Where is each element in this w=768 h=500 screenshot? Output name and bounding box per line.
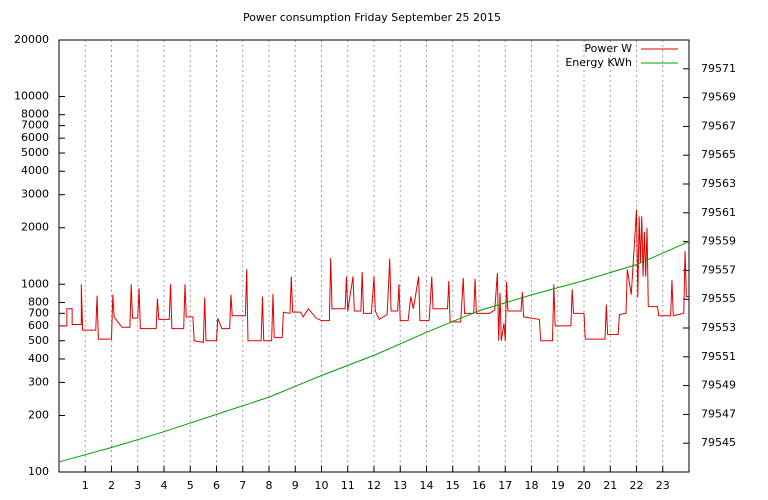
y-tick-label: 6000 — [21, 131, 49, 144]
x-tick-label: 9 — [292, 479, 299, 492]
y-tick-label: 100 — [28, 465, 49, 478]
y-tick-label: 300 — [28, 375, 49, 388]
y-tick-label: 20000 — [14, 33, 49, 46]
y-tick-label: 8000 — [21, 108, 49, 121]
x-tick-label: 12 — [367, 479, 381, 492]
x-tick-label: 14 — [420, 479, 434, 492]
y2-tick-label: 79563 — [701, 177, 736, 190]
x-tick-label: 16 — [472, 479, 486, 492]
x-tick-label: 1 — [82, 479, 89, 492]
y-tick-label: 2000 — [21, 221, 49, 234]
x-tick-label: 10 — [315, 479, 329, 492]
x-tick-label: 22 — [630, 479, 644, 492]
x-tick-label: 8 — [266, 479, 273, 492]
x-tick-label: 7 — [239, 479, 246, 492]
y2-tick-label: 79549 — [701, 379, 736, 392]
x-tick-label: 2 — [108, 479, 115, 492]
x-tick-label: 18 — [525, 479, 539, 492]
y-tick-label: 800 — [28, 295, 49, 308]
y2-tick-label: 79569 — [701, 91, 736, 104]
x-tick-label: 17 — [498, 479, 512, 492]
y2-tick-label: 79561 — [701, 206, 736, 219]
y-tick-label: 400 — [28, 352, 49, 365]
y2-tick-label: 79553 — [701, 321, 736, 334]
data-line — [58, 241, 690, 463]
y2-tick-label: 79557 — [701, 263, 736, 276]
y-tick-label: 7000 — [21, 119, 49, 132]
x-tick-label: 13 — [393, 479, 407, 492]
x-tick-label: 23 — [656, 479, 670, 492]
x-tick-label: 5 — [187, 479, 194, 492]
y-tick-label: 3000 — [21, 188, 49, 201]
y2-tick-label: 79545 — [701, 436, 736, 449]
y2-tick-label: 79547 — [701, 407, 736, 420]
y2-tick-label: 79567 — [701, 119, 736, 132]
x-tick-label: 6 — [213, 479, 220, 492]
y2-tick-label: 79571 — [701, 62, 736, 75]
x-tick-label: 11 — [341, 479, 355, 492]
y-tick-label: 4000 — [21, 164, 49, 177]
y2-tick-label: 79565 — [701, 148, 736, 161]
y-tick-label: 1000 — [21, 277, 49, 290]
x-tick-label: 19 — [551, 479, 565, 492]
x-tick-label: 20 — [577, 479, 591, 492]
y-tick-label: 10000 — [14, 90, 49, 103]
chart-title: Power consumption Friday September 25 20… — [243, 11, 501, 24]
y2-tick-label: 79555 — [701, 292, 736, 305]
y-tick-label: 600 — [28, 319, 49, 332]
y-tick-label: 500 — [28, 334, 49, 347]
x-tick-label: 21 — [603, 479, 617, 492]
data-line — [59, 209, 689, 344]
y-tick-label: 700 — [28, 306, 49, 319]
x-tick-label: 4 — [161, 479, 168, 492]
x-tick-label: 3 — [134, 479, 141, 492]
y2-tick-label: 79559 — [701, 235, 736, 248]
plot-frame — [58, 39, 690, 473]
y-tick-label: 5000 — [21, 146, 49, 159]
y-tick-label: 200 — [28, 408, 49, 421]
legend-label: Power W — [584, 42, 632, 55]
legend-label: Energy KWh — [565, 56, 632, 69]
x-tick-label: 15 — [446, 479, 460, 492]
y2-tick-label: 79551 — [701, 350, 736, 363]
